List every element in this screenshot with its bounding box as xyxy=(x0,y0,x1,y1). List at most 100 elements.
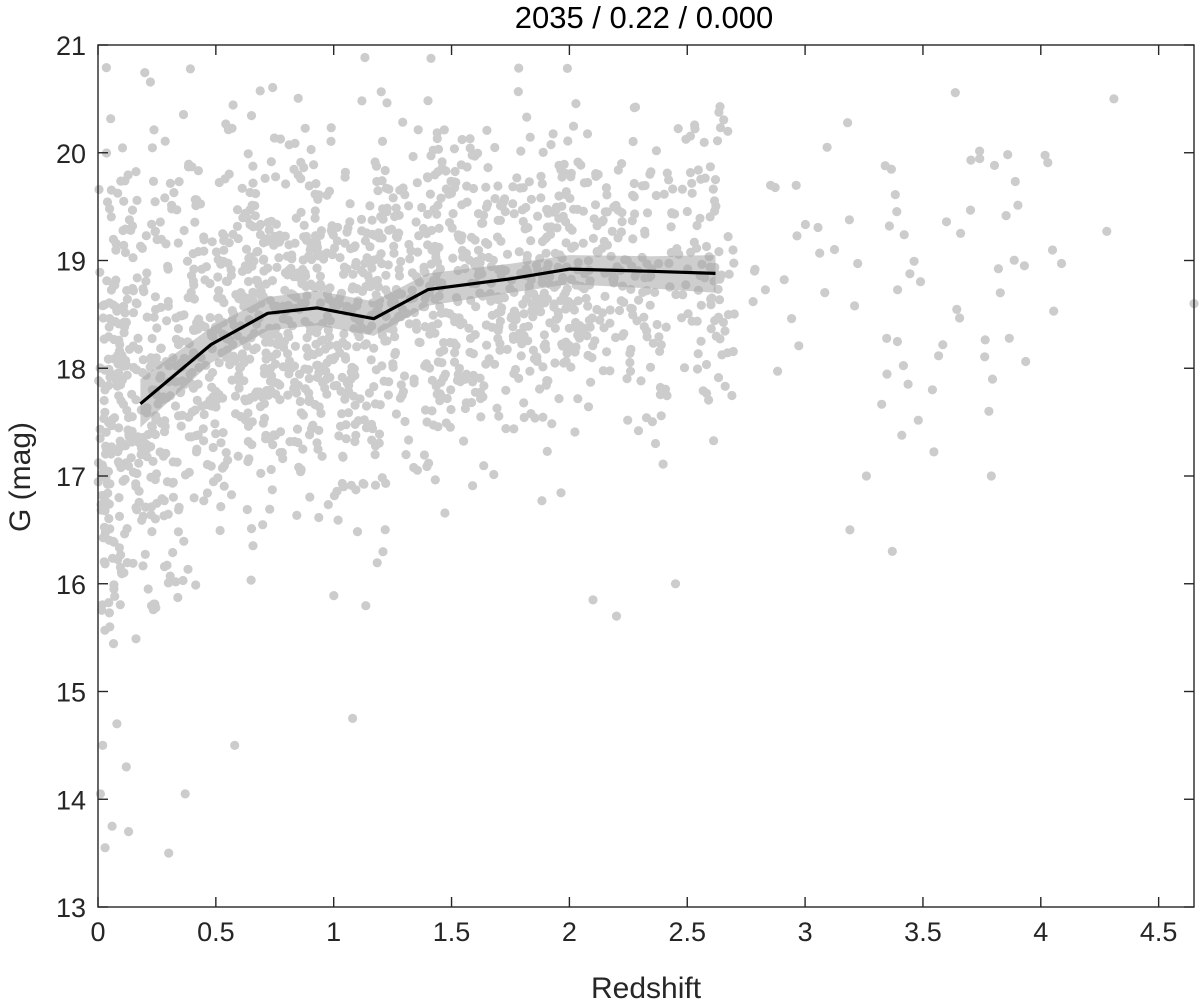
data-point xyxy=(645,300,655,310)
data-point xyxy=(601,183,612,193)
data-point xyxy=(699,137,709,147)
data-point xyxy=(103,488,113,498)
data-point xyxy=(111,245,121,255)
y-axis-label: G (mag) xyxy=(4,422,37,532)
data-point xyxy=(648,338,658,348)
data-point xyxy=(543,208,553,218)
data-point xyxy=(350,400,360,410)
data-point xyxy=(685,168,696,178)
data-point xyxy=(677,184,688,194)
data-point xyxy=(523,321,534,331)
data-point xyxy=(131,167,141,177)
data-point xyxy=(126,225,136,235)
data-point xyxy=(539,330,550,340)
data-point xyxy=(450,183,460,193)
data-point xyxy=(748,297,758,307)
data-point xyxy=(514,63,524,73)
data-point xyxy=(356,214,367,224)
data-point xyxy=(627,216,637,226)
data-point xyxy=(95,789,105,799)
data-point xyxy=(147,219,157,229)
data-point xyxy=(299,162,309,173)
data-point xyxy=(927,385,938,395)
data-point xyxy=(95,424,105,434)
data-point xyxy=(352,527,363,537)
data-point xyxy=(532,352,542,362)
data-point xyxy=(208,442,218,453)
data-point xyxy=(215,525,225,536)
data-point xyxy=(261,279,271,289)
data-point xyxy=(357,96,367,106)
data-point xyxy=(214,358,224,368)
data-point xyxy=(118,225,128,236)
data-point xyxy=(710,175,721,185)
data-point xyxy=(104,322,114,332)
data-point xyxy=(173,527,183,537)
data-point xyxy=(213,272,223,282)
data-point xyxy=(435,347,445,357)
data-point xyxy=(140,549,150,560)
data-point xyxy=(396,256,406,267)
data-point xyxy=(588,595,598,605)
data-point xyxy=(320,344,330,354)
data-point xyxy=(454,233,464,243)
data-point xyxy=(471,302,481,312)
data-point xyxy=(656,411,666,421)
data-point xyxy=(180,470,191,480)
data-point xyxy=(199,232,209,242)
data-point xyxy=(363,255,373,265)
data-point xyxy=(714,247,724,257)
data-point xyxy=(312,243,322,253)
data-point xyxy=(593,169,603,180)
data-point xyxy=(341,389,351,399)
data-point xyxy=(1040,150,1050,160)
data-point xyxy=(246,252,256,262)
data-point xyxy=(314,512,324,523)
data-point xyxy=(659,189,669,199)
data-point xyxy=(169,188,179,198)
data-point xyxy=(433,200,443,210)
data-point xyxy=(1009,255,1019,265)
data-point xyxy=(602,240,613,250)
data-point xyxy=(149,312,159,322)
data-point xyxy=(382,203,392,213)
data-point xyxy=(201,262,211,272)
data-point xyxy=(254,280,264,290)
data-point xyxy=(987,374,998,384)
data-point xyxy=(150,599,160,609)
data-point xyxy=(681,134,691,144)
data-point xyxy=(361,401,372,411)
data-point xyxy=(246,393,256,403)
data-point xyxy=(566,362,576,372)
data-point xyxy=(547,419,557,429)
data-point xyxy=(255,86,265,96)
data-point xyxy=(270,359,280,369)
data-point xyxy=(293,268,303,278)
data-point xyxy=(430,328,440,338)
data-point xyxy=(617,159,627,169)
data-point xyxy=(422,417,432,427)
data-point xyxy=(820,288,830,298)
data-point xyxy=(551,202,562,212)
data-point xyxy=(260,173,270,183)
data-point xyxy=(449,144,459,154)
data-point xyxy=(354,332,364,342)
data-point xyxy=(100,300,110,310)
data-point xyxy=(101,63,111,73)
data-point xyxy=(704,395,714,405)
data-point xyxy=(133,333,143,343)
data-point xyxy=(356,265,366,275)
x-tick-label: 1.5 xyxy=(433,917,471,947)
data-point xyxy=(995,288,1005,298)
data-point xyxy=(536,193,546,203)
data-point xyxy=(877,399,887,409)
data-point xyxy=(673,124,683,134)
data-point xyxy=(880,161,890,171)
data-point xyxy=(1056,258,1067,269)
data-point xyxy=(163,509,173,519)
data-point xyxy=(412,178,422,188)
data-point xyxy=(481,202,492,212)
data-point xyxy=(540,298,550,308)
data-point xyxy=(938,340,948,350)
data-point xyxy=(892,336,903,347)
